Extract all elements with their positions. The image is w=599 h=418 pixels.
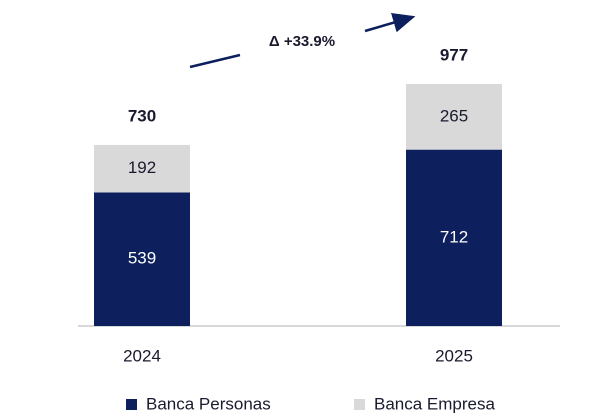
legend-label: Banca Personas	[146, 394, 271, 413]
data-label: 539	[128, 249, 156, 268]
legend-swatch	[354, 399, 365, 410]
data-label: 712	[440, 227, 468, 246]
data-label: 192	[128, 158, 156, 177]
bar-segment	[406, 149, 502, 326]
total-label: 730	[128, 106, 156, 125]
legend-label: Banca Empresa	[374, 394, 495, 413]
annotation: Δ +33.9%	[269, 33, 335, 50]
bar-segment	[94, 192, 190, 326]
trend-arrow	[189, 53, 241, 69]
x-tick-label: 2025	[435, 346, 473, 365]
bar-segment	[94, 144, 190, 193]
trend-arrow	[364, 13, 416, 33]
total-label: 977	[440, 45, 468, 64]
bar-segment	[406, 84, 502, 150]
x-tick-label: 2024	[123, 346, 161, 365]
legend-swatch	[126, 399, 137, 410]
data-label: 265	[440, 106, 468, 125]
